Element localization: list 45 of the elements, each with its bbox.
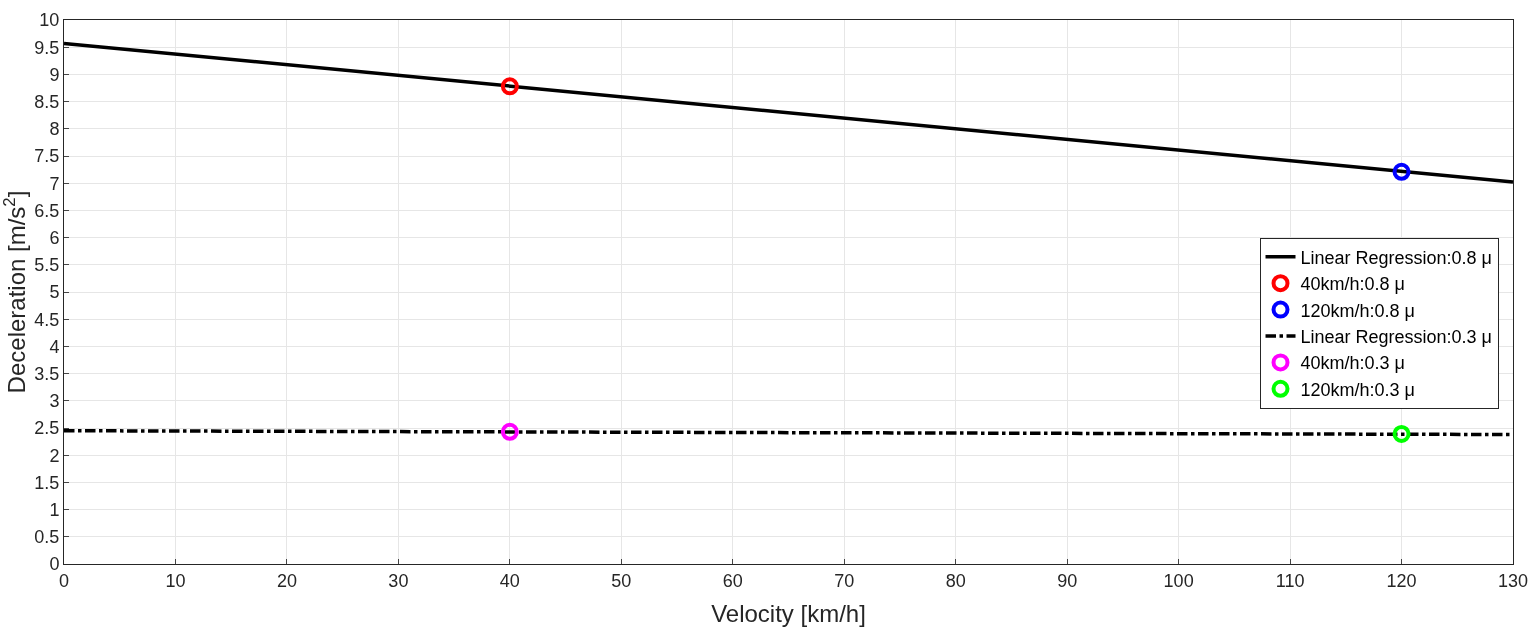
point — [500, 77, 519, 96]
legend-label: Linear Regression:0.3 μ — [1300, 327, 1492, 348]
x-tick-label: 100 — [1163, 570, 1194, 591]
y-tick-label: 5 — [49, 282, 60, 303]
y-tick-label: 2.5 — [34, 418, 60, 439]
y-tick-label: 1.5 — [34, 472, 60, 493]
y-tick-label: 2 — [49, 445, 60, 466]
legend-label: 40km/h:0.8 μ — [1300, 274, 1405, 295]
legend-label: Linear Regression:0.8 μ — [1300, 247, 1492, 268]
y-tick-label: 6 — [49, 227, 60, 248]
y-tick-label: 6.5 — [34, 200, 60, 221]
x-tick-label: 80 — [945, 570, 966, 591]
y-tick-label: 9 — [49, 64, 60, 85]
x-tick-label: 10 — [165, 570, 186, 591]
x-tick-label: 130 — [1497, 570, 1529, 591]
y-tick-label: 0.5 — [34, 527, 60, 548]
x-tick-label: 50 — [611, 570, 632, 591]
x-tick-label: 70 — [834, 570, 855, 591]
legend-label: 40km/h:0.3 μ — [1300, 353, 1405, 374]
x-tick-label: 40 — [499, 570, 520, 591]
y-tick-label: 4.5 — [34, 309, 60, 330]
x-tick-label: 20 — [276, 570, 297, 591]
legend-label: 120km/h:0.3 μ — [1300, 379, 1415, 400]
y-tick-label: 8.5 — [34, 91, 60, 112]
y-tick-label: 10 — [39, 10, 60, 31]
x-axis-title: Velocity [km/h] — [711, 599, 866, 627]
y-tick-label: 7 — [49, 173, 60, 194]
y-tick-label: 0 — [49, 554, 60, 575]
y-tick-label: 7.5 — [34, 146, 60, 167]
x-tick-label: 110 — [1275, 570, 1305, 591]
y-tick-label: 3 — [49, 391, 60, 412]
point — [1392, 162, 1411, 181]
legend-label: 120km/h:0.8 μ — [1300, 300, 1415, 321]
point — [500, 422, 519, 441]
x-tick-label: 90 — [1057, 570, 1078, 591]
y-tick-label: 4 — [49, 336, 60, 357]
y-tick-label: 8 — [49, 119, 60, 140]
x-tick-label: 120 — [1386, 570, 1417, 591]
y-tick-label: 3.5 — [34, 363, 60, 384]
x-tick-label: 60 — [722, 570, 743, 591]
y-tick-label: 9.5 — [34, 37, 60, 58]
point — [1392, 424, 1411, 443]
x-tick-label: 30 — [388, 570, 409, 591]
y-tick-label: 1 — [49, 499, 60, 520]
y-tick-label: 5.5 — [34, 255, 60, 276]
